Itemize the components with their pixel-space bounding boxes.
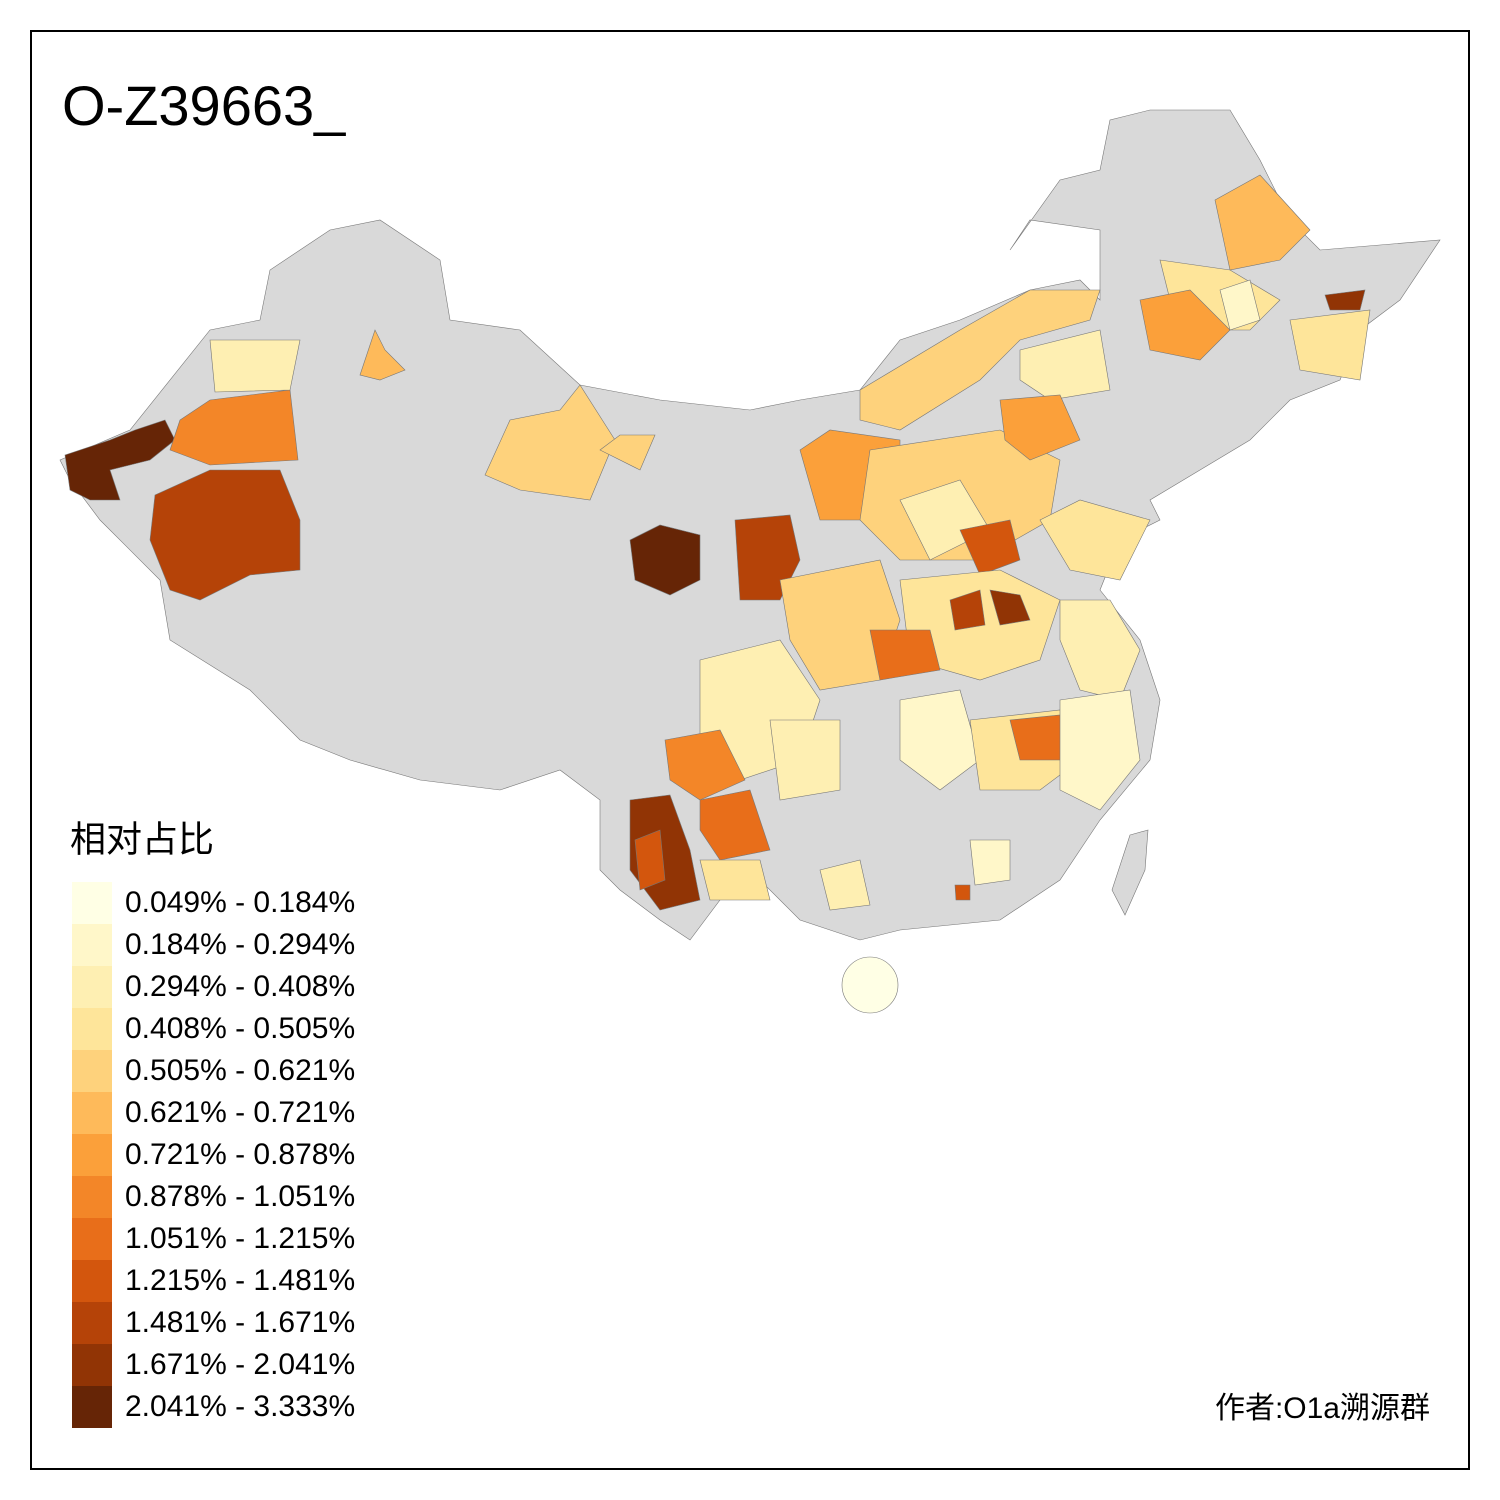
region	[1219, 279, 1261, 331]
region	[664, 729, 746, 801]
region	[1059, 689, 1141, 811]
legend-label: 0.294% - 0.408%	[125, 970, 355, 1003]
legend-swatch	[72, 1386, 112, 1428]
legend-swatch	[72, 966, 112, 1008]
legend-label: 0.049% - 0.184%	[125, 886, 355, 919]
legend-swatch	[72, 1050, 112, 1092]
legend-title: 相对占比	[70, 819, 214, 860]
map-regions	[64, 174, 1371, 911]
region	[484, 384, 616, 501]
map-title: O-Z39663_	[62, 74, 346, 137]
region	[699, 859, 771, 901]
legend-label: 0.505% - 0.621%	[125, 1054, 355, 1087]
region	[634, 829, 666, 891]
region	[359, 329, 406, 381]
legend-swatch	[72, 1008, 112, 1050]
region	[769, 719, 841, 801]
legend-label: 1.481% - 1.671%	[125, 1306, 355, 1339]
legend-swatch	[72, 1218, 112, 1260]
legend-label: 0.408% - 0.505%	[125, 1012, 355, 1045]
legend-swatch	[72, 882, 112, 924]
legend-label: 0.621% - 0.721%	[125, 1096, 355, 1129]
region	[169, 389, 299, 466]
region	[699, 789, 771, 861]
region	[869, 629, 941, 681]
legend-swatch	[72, 1260, 112, 1302]
legend-swatch	[72, 1302, 112, 1344]
region	[149, 469, 301, 601]
region	[819, 859, 871, 911]
legend-swatch	[72, 1092, 112, 1134]
region	[1019, 329, 1111, 401]
region	[1139, 289, 1231, 361]
region	[969, 839, 1011, 886]
region	[209, 339, 301, 393]
legend-label: 0.878% - 1.051%	[125, 1180, 355, 1213]
legend: 0.049% - 0.184% 0.184% - 0.294% 0.294% - 0…	[72, 882, 355, 1428]
region	[999, 394, 1081, 461]
region	[64, 419, 176, 501]
legend-label: 1.671% - 2.041%	[125, 1348, 355, 1381]
legend-swatch	[72, 1344, 112, 1386]
region	[599, 434, 656, 471]
island	[1111, 829, 1149, 916]
legend-swatch	[72, 924, 112, 966]
legend-label: 1.215% - 1.481%	[125, 1264, 355, 1297]
region	[959, 519, 1021, 576]
region	[1324, 289, 1366, 311]
region	[859, 289, 1101, 431]
region	[949, 589, 986, 631]
legend-label: 0.184% - 0.294%	[125, 928, 355, 961]
region	[1214, 174, 1311, 271]
island	[841, 956, 899, 1014]
legend-label: 0.721% - 0.878%	[125, 1138, 355, 1171]
legend-label: 2.041% - 3.333%	[125, 1390, 355, 1423]
credit: 作者:O1a溯源群	[1215, 1392, 1430, 1425]
region	[1039, 499, 1151, 581]
legend-swatch	[72, 1176, 112, 1218]
region	[899, 689, 981, 791]
legend-swatch	[72, 1134, 112, 1176]
region	[1009, 714, 1066, 761]
region	[1289, 309, 1371, 381]
region	[954, 884, 971, 901]
legend-label: 1.051% - 1.215%	[125, 1222, 355, 1255]
region	[989, 589, 1031, 626]
region	[629, 524, 701, 596]
